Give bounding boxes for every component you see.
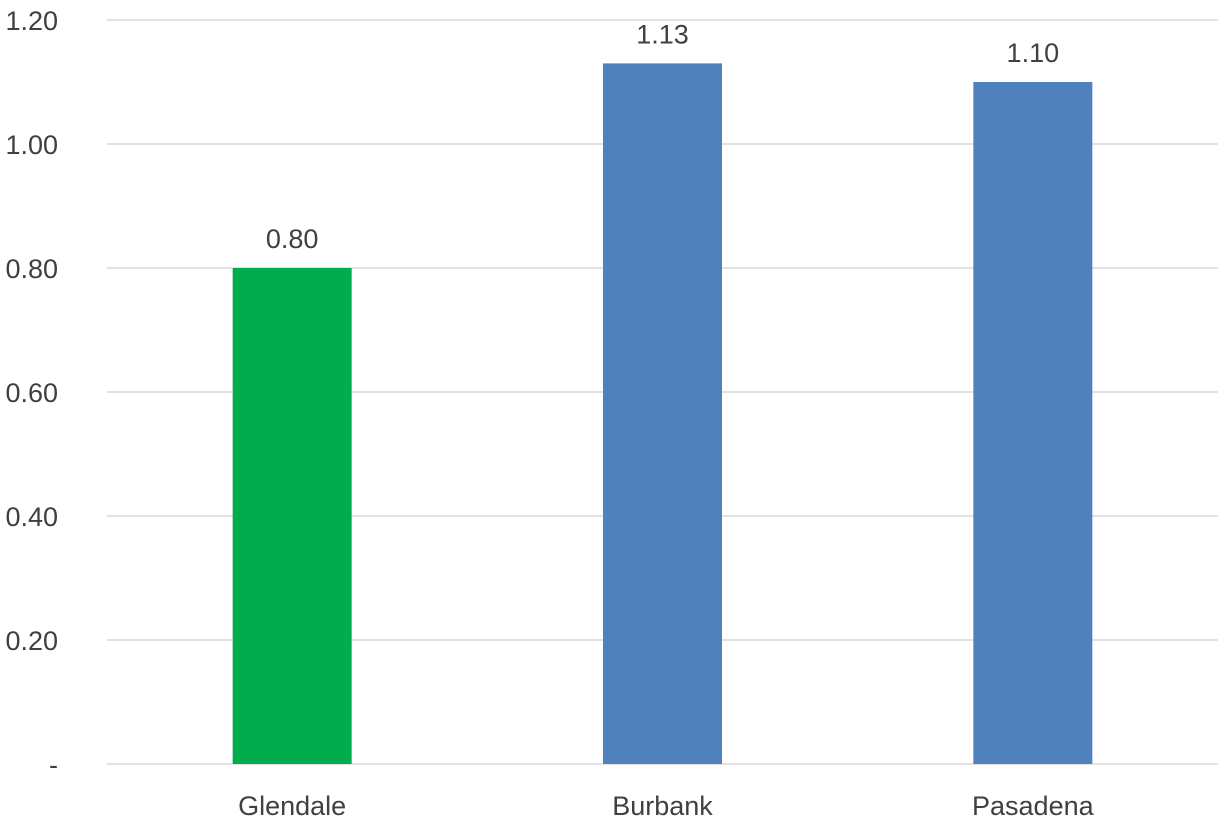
y-tick-label: - [49,750,58,780]
x-tick-label: Pasadena [972,791,1095,820]
y-tick-label: 0.20 [5,626,58,656]
bar-pasadena [973,82,1093,764]
y-axis-tick-labels: - 0.20 0.40 0.60 0.80 1.00 1.20 [5,6,58,780]
x-tick-label: Burbank [612,791,713,820]
y-tick-label: 1.20 [5,6,58,36]
y-tick-label: 0.40 [5,502,58,532]
y-tick-label: 1.00 [5,130,58,160]
bars [232,63,1093,764]
bar-glendale [232,268,352,764]
y-tick-label: 0.80 [5,254,58,284]
bar-value-labels: 0.80 1.13 1.10 [266,19,1059,254]
bar-value-label: 0.80 [266,224,319,254]
y-tick-label: 0.60 [5,378,58,408]
x-axis-tick-labels: Glendale Burbank Pasadena [238,791,1095,821]
bar-value-label: 1.13 [636,19,689,49]
bar-value-label: 1.10 [1007,38,1060,68]
x-tick-label: Glendale [238,791,346,820]
bar-burbank [603,63,722,764]
